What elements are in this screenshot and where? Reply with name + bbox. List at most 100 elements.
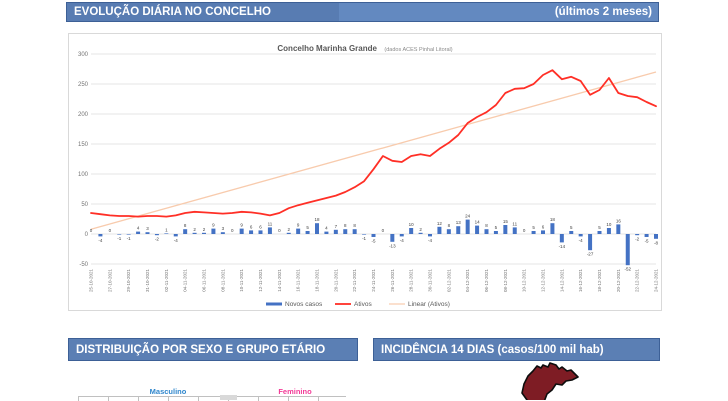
x-axis-tick-label: 20-11-2021 (333, 269, 338, 292)
bar-data-label: 5 (306, 225, 309, 230)
bar-novos-casos (428, 234, 432, 237)
bar-novos-casos (390, 234, 395, 242)
x-axis-tick-label: 04-12-2021 (465, 269, 470, 293)
bar-data-label: 9 (240, 223, 243, 228)
bar-novos-casos (305, 231, 310, 234)
bar-data-label: 14 (475, 220, 481, 225)
bar-novos-casos (371, 234, 376, 237)
x-axis-tick-label: 31-10-2021 (145, 269, 150, 293)
x-axis-tick-label: 06-11-2021 (202, 269, 207, 292)
x-axis-tick-label: 14-12-2021 (559, 269, 564, 293)
bar-novos-casos (569, 231, 574, 234)
evolution-header-title: EVOLUÇÃO DIÁRIA NO CONCELHO (74, 6, 271, 18)
bar-data-label: 10 (606, 222, 612, 227)
x-axis-tick-label: 12-12-2021 (541, 269, 546, 293)
bar-data-label: 0 (278, 228, 281, 233)
x-axis-tick-label: 30-11-2021 (428, 269, 433, 292)
bar-novos-casos (98, 234, 103, 237)
bar-data-label: -2 (155, 237, 159, 242)
y-axis-tick-label: 200 (78, 112, 89, 118)
male-series-label: Masculino (149, 387, 187, 396)
bar-data-label: -4 (174, 238, 178, 243)
bar-data-label: 0 (382, 228, 385, 233)
bar-novos-casos (437, 226, 442, 234)
bar-data-label: -4 (98, 238, 102, 243)
bar-novos-casos (202, 232, 206, 234)
bar-data-label: 10 (409, 222, 415, 227)
x-axis-tick-label: 16-11-2021 (296, 269, 301, 292)
x-axis-tick-label: 02-11-2021 (164, 269, 169, 292)
bar-novos-casos (578, 234, 583, 237)
incidence-header-title: INCIDÊNCIA 14 DIAS (casos/100 mil hab) (381, 343, 604, 356)
x-axis-tick-label: 08-12-2021 (503, 269, 508, 293)
bar-data-label: 6 (542, 224, 545, 229)
bar-novos-casos (550, 223, 555, 234)
bar-data-label: -8 (654, 240, 658, 245)
bar-novos-casos (625, 234, 630, 266)
bar-data-label: -2 (635, 237, 639, 242)
bar-novos-casos (362, 234, 367, 235)
bar-data-label: -27 (587, 252, 594, 257)
bar-data-label: 8 (344, 223, 347, 228)
bar-data-label: 3 (222, 226, 225, 231)
bar-novos-casos (154, 234, 159, 236)
bar-novos-casos (136, 231, 141, 234)
x-axis-tick-label: 02-12-2021 (446, 269, 451, 293)
bar-data-label: -4 (428, 238, 432, 243)
bar-data-label: 2 (287, 227, 290, 232)
bar-data-label: 0 (523, 228, 526, 233)
bar-novos-casos (220, 232, 225, 234)
bar-data-label: -1 (117, 236, 121, 241)
x-axis-tick-label: 24-11-2021 (371, 269, 376, 292)
bar-data-label: -1 (362, 236, 366, 241)
bar-data-label: 3 (146, 226, 149, 231)
bar-novos-casos (446, 229, 451, 234)
bar-novos-casos (315, 223, 319, 234)
evolution-chart-card: Concelho Marinha Grande (dados ACES Pinh… (68, 33, 662, 311)
bar-data-label: -1 (127, 236, 131, 241)
bar-novos-casos (644, 234, 649, 237)
bar-novos-casos (239, 228, 244, 234)
bar-novos-casos (173, 234, 178, 237)
bar-novos-casos (211, 228, 216, 234)
bar-novos-casos (512, 227, 517, 234)
bar-novos-casos (352, 229, 357, 234)
incidence-header-bar: INCIDÊNCIA 14 DIAS (casos/100 mil hab) (373, 338, 660, 361)
evolution-header-period: (últimos 2 meses) (554, 6, 652, 18)
sex-age-header-bar: DISTRIBUIÇÃO POR SEXO E GRUPO ETÁRIO (68, 338, 358, 361)
bar-data-label: 0 (109, 228, 112, 233)
bar-novos-casos (475, 225, 480, 234)
x-axis-tick-label: 06-12-2021 (484, 269, 489, 293)
x-axis-tick-label: 20-12-2021 (616, 269, 621, 293)
bar-data-label: 8 (353, 223, 356, 228)
bar-data-label: 8 (448, 223, 451, 228)
sex-age-header-title: DISTRIBUIÇÃO POR SEXO E GRUPO ETÁRIO (76, 343, 326, 356)
x-axis-tick-label: 18-11-2021 (315, 269, 320, 292)
x-axis-tick-label: 22-11-2021 (352, 269, 357, 292)
bar-data-label: 13 (456, 220, 462, 225)
bar-data-label: 6 (259, 224, 262, 229)
x-axis-tick-label: 26-11-2021 (390, 269, 395, 292)
bar-novos-casos (635, 234, 640, 236)
bar-data-label: 9 (297, 223, 300, 228)
bar-novos-casos (559, 234, 564, 243)
bar-novos-casos (484, 229, 489, 234)
bar-novos-casos (409, 228, 414, 234)
bar-novos-casos (333, 229, 338, 234)
bar-novos-casos (117, 234, 122, 235)
bar-data-label: 11 (268, 221, 273, 226)
bar-data-label: 4 (137, 226, 140, 231)
bar-data-label: 8 (485, 223, 488, 228)
bar-novos-casos (606, 228, 611, 234)
x-axis-tick-label: 24-12-2021 (654, 269, 659, 293)
bar-data-label: 5 (570, 225, 573, 230)
trendline-linear-ativos (90, 71, 657, 230)
y-axis-tick-label: 100 (78, 172, 89, 178)
bar-novos-casos (164, 233, 169, 234)
bar-novos-casos (588, 234, 593, 251)
sex-age-axis (78, 396, 346, 401)
bar-novos-casos (418, 232, 423, 234)
x-axis-tick-label: 10-11-2021 (239, 269, 244, 292)
chart-title: Concelho Marinha Grande (277, 44, 377, 53)
y-axis-tick-label: -50 (79, 262, 88, 268)
